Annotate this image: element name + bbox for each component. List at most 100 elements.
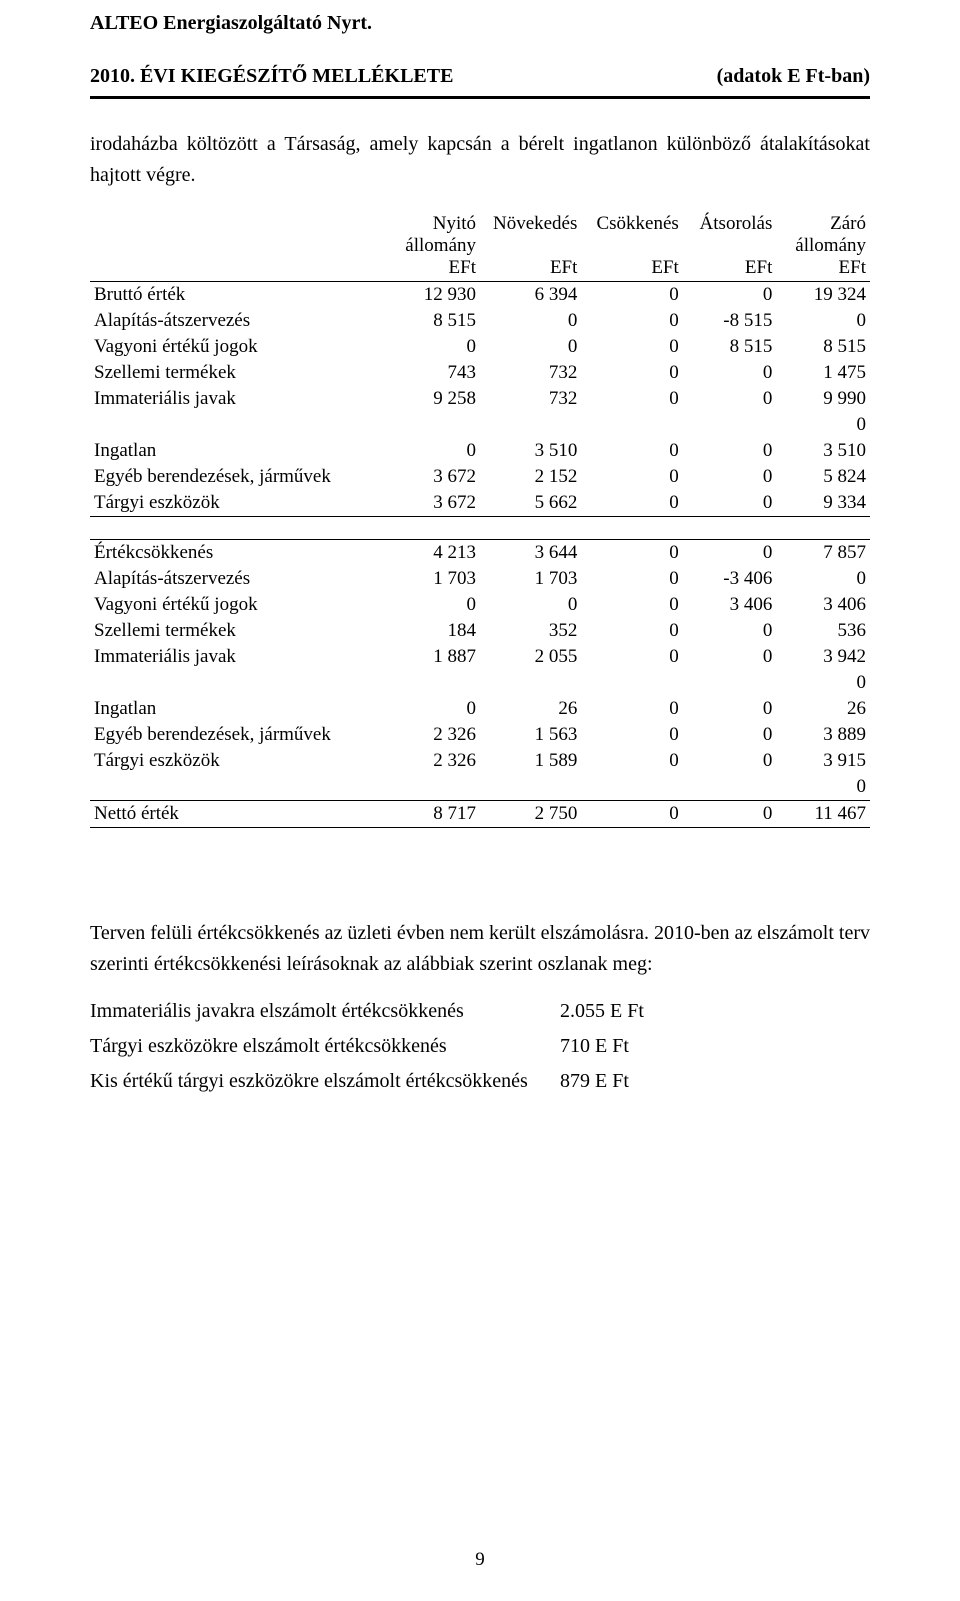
table-row: Tárgyi eszközök 2 326 1 589 0 0 3 915 (90, 748, 870, 774)
cell: 0 (683, 801, 777, 828)
page-header: ALTEO Energiaszolgáltató Nyrt. (90, 0, 870, 35)
cell: 0 (776, 774, 870, 801)
cell: 26 (776, 696, 870, 722)
table-row: Értékcsökkenés 4 213 3 644 0 0 7 857 (90, 540, 870, 567)
cell: 0 (581, 592, 682, 618)
col-atsor-3: EFt (687, 257, 773, 279)
cell: 0 (776, 308, 870, 334)
col-nov-3: EFt (484, 257, 577, 279)
cell: 0 (683, 644, 777, 670)
cell: 184 (386, 618, 480, 644)
table-header-row: Nyitó állomány EFt Növekedés EFt Csökken… (90, 211, 870, 282)
cell: 5 662 (480, 490, 581, 517)
cell: 732 (480, 386, 581, 412)
cell: 7 857 (776, 540, 870, 567)
cell: 0 (386, 696, 480, 722)
cell: 0 (683, 540, 777, 567)
cell: 2 326 (386, 748, 480, 774)
cell: 9 334 (776, 490, 870, 517)
kv-key: Kis értékű tárgyi eszközökre elszámolt é… (90, 1070, 560, 1093)
cell: 0 (581, 308, 682, 334)
table-row: Immateriális javak 1 887 2 055 0 0 3 942 (90, 644, 870, 670)
cell-label: Immateriális javak (90, 386, 386, 412)
cell: 1 475 (776, 360, 870, 386)
table-row: 0 (90, 774, 870, 801)
cell-label: Egyéb berendezések, járművek (90, 722, 386, 748)
cell: -8 515 (683, 308, 777, 334)
cell: 0 (683, 464, 777, 490)
cell: 8 515 (683, 334, 777, 360)
cell: 0 (683, 618, 777, 644)
table-row: Egyéb berendezések, járművek 2 326 1 563… (90, 722, 870, 748)
col-nyito-2: állomány (390, 235, 476, 257)
cell-label: Szellemi termékek (90, 618, 386, 644)
cell: 732 (480, 360, 581, 386)
cell: 352 (480, 618, 581, 644)
cell: 0 (683, 360, 777, 386)
cell: 0 (683, 490, 777, 517)
cell-label: Alapítás-átszervezés (90, 566, 386, 592)
cell: 8 515 (776, 334, 870, 360)
cell-label: Egyéb berendezések, járművek (90, 464, 386, 490)
cell: 0 (683, 282, 777, 309)
cell: 3 672 (386, 490, 480, 517)
table-row: 0 (90, 670, 870, 696)
cell: 4 213 (386, 540, 480, 567)
cell: 0 (480, 592, 581, 618)
table-row: Alapítás-átszervezés 8 515 0 0 -8 515 0 (90, 308, 870, 334)
cell-label: Értékcsökkenés (90, 540, 386, 567)
cell-label: Tárgyi eszközök (90, 490, 386, 517)
cell-label: Vagyoni értékű jogok (90, 592, 386, 618)
col-zaro-3: EFt (780, 257, 866, 279)
cell: 0 (581, 490, 682, 517)
cell: 3 644 (480, 540, 581, 567)
cell: 0 (581, 438, 682, 464)
col-csok-1: Csökkenés (585, 213, 678, 235)
cell: 0 (581, 801, 682, 828)
cell-label: Bruttó érték (90, 282, 386, 309)
cell: 3 510 (776, 438, 870, 464)
col-nyito-3: EFt (390, 257, 476, 279)
page-number: 9 (0, 1549, 960, 1571)
table-row: Tárgyi eszközök 3 672 5 662 0 0 9 334 (90, 490, 870, 517)
cell: 0 (386, 334, 480, 360)
cell: 3 889 (776, 722, 870, 748)
cell: 0 (581, 722, 682, 748)
cell: 0 (776, 566, 870, 592)
kv-value: 879 E Ft (560, 1070, 870, 1093)
cell: 9 990 (776, 386, 870, 412)
cell-label: Alapítás-átszervezés (90, 308, 386, 334)
col-zaro-1: Záró (780, 213, 866, 235)
cell: 536 (776, 618, 870, 644)
table-row: 0 (90, 412, 870, 438)
col-nov-1: Növekedés (484, 213, 577, 235)
table-gap-row (90, 517, 870, 540)
unit-note: (adatok E Ft-ban) (717, 65, 870, 88)
col-csok-3: EFt (585, 257, 678, 279)
doc-title: 2010. ÉVI KIEGÉSZÍTŐ MELLÉKLETE (90, 65, 453, 88)
cell: 3 406 (683, 592, 777, 618)
header-rule (90, 96, 870, 99)
cell: 0 (386, 438, 480, 464)
cell: 3 942 (776, 644, 870, 670)
cell: 0 (581, 618, 682, 644)
cell: 0 (581, 360, 682, 386)
table-row: Bruttó érték 12 930 6 394 0 0 19 324 (90, 282, 870, 309)
cell: 0 (581, 644, 682, 670)
cell: 11 467 (776, 801, 870, 828)
cell: 3 406 (776, 592, 870, 618)
kv-value: 710 E Ft (560, 1035, 870, 1058)
cell: 1 563 (480, 722, 581, 748)
cell: 0 (776, 670, 870, 696)
cell: 0 (386, 592, 480, 618)
cell-label: Nettó érték (90, 801, 386, 828)
cell: 0 (776, 412, 870, 438)
cell: 743 (386, 360, 480, 386)
cell: -3 406 (683, 566, 777, 592)
cell-label: Immateriális javak (90, 644, 386, 670)
cell: 1 887 (386, 644, 480, 670)
cell: 19 324 (776, 282, 870, 309)
below-paragraph: Terven felüli értékcsökkenés az üzleti é… (90, 918, 870, 980)
table-row: Szellemi termékek 743 732 0 0 1 475 (90, 360, 870, 386)
cell: 0 (581, 334, 682, 360)
